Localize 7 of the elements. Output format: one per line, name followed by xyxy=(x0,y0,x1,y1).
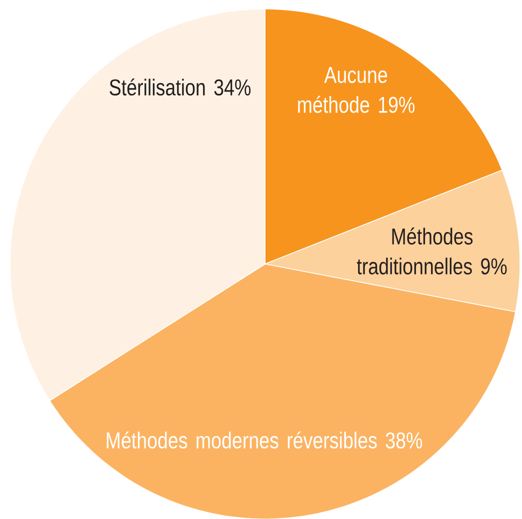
slice-label: Méthodes modernes réversibles xyxy=(106,431,377,449)
data-label: 34% xyxy=(214,79,251,96)
slice-label: Méthodes traditionnelles xyxy=(356,228,473,274)
data-label: 19% xyxy=(379,96,415,113)
data-label: 9% xyxy=(481,258,507,274)
data-label: 38% xyxy=(386,432,422,449)
slice-label: Stérilisation xyxy=(110,78,205,96)
